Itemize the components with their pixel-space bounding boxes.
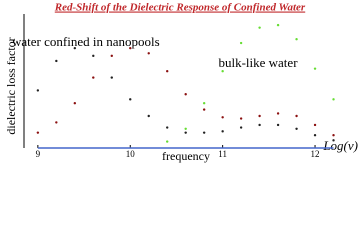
data-point [313,134,317,137]
x-axis-unit: Log(ν) [322,138,358,153]
x-tick-label: 10 [126,149,136,159]
data-point [110,76,113,79]
data-point [184,127,187,130]
data-point [36,89,40,92]
annotation: water confined in nanopools [12,34,160,49]
data-point [313,123,317,127]
data-point [276,112,280,115]
data-point [258,26,261,29]
data-point [295,114,298,118]
data-point [258,123,261,127]
data-point [221,70,224,73]
data-point [129,46,132,50]
x-tick-label: 9 [36,149,41,159]
data-point [147,52,150,55]
data-point [332,139,335,142]
data-point [166,126,169,129]
chart-title: Red-Shift of the Dielectric Response of … [54,2,306,14]
data-point [276,123,280,127]
data-point [166,140,169,143]
data-point [36,131,40,134]
data-point [55,121,58,124]
data-point [332,134,335,137]
data-point [239,126,243,129]
x-axis-label: frequency [162,149,210,163]
data-point [313,67,317,70]
data-point [258,114,261,118]
data-point [73,102,77,105]
annotation: bulk-like water [218,55,298,70]
data-point [239,117,243,120]
data-point [332,98,335,101]
data-point [55,59,58,63]
data-point [202,131,206,134]
data-point [92,54,95,58]
data-point [239,41,243,45]
y-axis-label: dielectric loss factor [4,37,18,134]
data-point [73,46,77,50]
data-point [202,102,206,105]
x-tick-label: 11 [218,149,227,159]
data-point [110,54,113,58]
data-point [166,70,169,73]
data-point [147,114,150,118]
data-point [184,131,187,134]
data-point [221,130,224,133]
x-tick-label: 12 [311,149,320,159]
data-point [129,98,132,101]
data-point [221,116,224,119]
data-point [184,93,187,96]
data-point [202,108,206,111]
data-point [295,38,298,41]
chart: Red-Shift of the Dielectric Response of … [4,2,358,163]
data-point [92,76,95,79]
data-point [276,23,280,27]
data-point [295,127,298,130]
